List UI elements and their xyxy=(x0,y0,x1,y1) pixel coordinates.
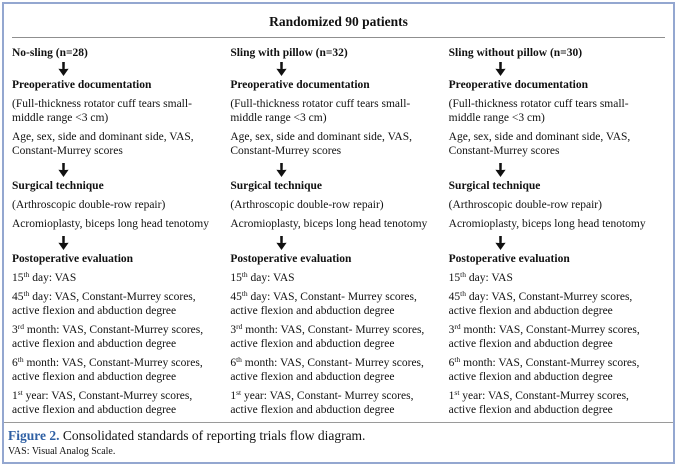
caption-divider xyxy=(4,422,673,423)
eval-item: 1st year: VAS, Constant-Murrey scores, a… xyxy=(12,388,193,416)
eval-item: 45th day: VAS, Constant-Murrey scores, a… xyxy=(448,289,633,317)
eval-item: 1st year: VAS, Constant- Murrey scores, … xyxy=(230,388,414,416)
eval-item: 6th month: VAS, Constant-Murrey scores, … xyxy=(12,355,203,383)
figure-footnote: VAS: Visual Analog Scale. xyxy=(8,446,116,457)
diagram-columns: No-sling (n=28) Preoperative documentati… xyxy=(10,38,667,422)
eval-item: 45th day: VAS, Constant- Murrey scores, … xyxy=(230,289,417,317)
down-arrow-icon xyxy=(495,236,657,250)
column-sling-with-pillow: Sling with pillow (n=32) Preoperative do… xyxy=(230,44,448,422)
down-arrow-icon xyxy=(58,163,220,177)
surgical-procedures: Acromioplasty, biceps long head tenotomy xyxy=(230,218,428,230)
down-arrow-icon xyxy=(276,236,438,250)
eval-item: 15th day: VAS xyxy=(230,270,295,284)
surgical-heading: Surgical technique xyxy=(230,180,323,192)
surgical-detail: (Arthroscopic double-row repair) xyxy=(230,199,384,211)
column-header: Sling with pillow (n=32) xyxy=(230,47,348,59)
preop-criteria: (Full-thickness rotator cuff tears small… xyxy=(12,98,192,124)
eval-item: 6th month: VAS, Constant- Murrey scores,… xyxy=(230,355,424,383)
eval-item: 1st year: VAS, Constant-Murrey scores, a… xyxy=(448,388,629,416)
column-header: Sling without pillow (n=30) xyxy=(448,47,583,59)
eval-item: 3rd month: VAS, Constant- Murrey scores,… xyxy=(230,322,425,350)
down-arrow-icon xyxy=(58,236,220,250)
preop-measures: Age, sex, side and dominant side, VAS, C… xyxy=(448,131,631,157)
figure-caption: Figure 2. Consolidated standards of repo… xyxy=(4,423,673,444)
down-arrow-icon xyxy=(495,62,657,76)
postop-heading: Postoperative evaluation xyxy=(448,253,570,265)
eval-item: 15th day: VAS xyxy=(12,270,77,284)
postop-heading: Postoperative evaluation xyxy=(230,253,352,265)
preop-criteria: (Full-thickness rotator cuff tears small… xyxy=(230,98,411,124)
preop-heading: Preoperative documentation xyxy=(12,79,152,91)
down-arrow-icon xyxy=(495,163,657,177)
column-header: No-sling (n=28) xyxy=(12,47,88,59)
down-arrow-icon xyxy=(276,62,438,76)
preop-heading: Preoperative documentation xyxy=(230,79,370,91)
figure-label: Figure 2. xyxy=(8,428,60,443)
column-no-sling: No-sling (n=28) Preoperative documentati… xyxy=(12,44,230,422)
postop-heading: Postoperative evaluation xyxy=(12,253,134,265)
diagram-title: Randomized 90 patients xyxy=(269,14,408,29)
surgical-procedures: Acromioplasty, biceps long head tenotomy xyxy=(448,218,646,230)
surgical-detail: (Arthroscopic double-row repair) xyxy=(448,199,602,211)
title-divider xyxy=(12,37,665,38)
surgical-heading: Surgical technique xyxy=(12,180,104,192)
surgical-heading: Surgical technique xyxy=(448,180,541,192)
down-arrow-icon xyxy=(276,163,438,177)
caption-text: Consolidated standards of reporting tria… xyxy=(59,428,366,443)
column-sling-without-pillow: Sling without pillow (n=30) Preoperative… xyxy=(449,44,667,422)
preop-criteria: (Full-thickness rotator cuff tears small… xyxy=(448,98,629,124)
eval-item: 6th month: VAS, Constant-Murrey scores, … xyxy=(448,355,640,383)
eval-item: 3rd month: VAS, Constant-Murrey scores, … xyxy=(12,322,204,350)
eval-item: 3rd month: VAS, Constant-Murrey scores, … xyxy=(448,322,640,350)
preop-measures: Age, sex, side and dominant side, VAS, C… xyxy=(12,131,194,157)
eval-item: 45th day: VAS, Constant-Murrey scores, a… xyxy=(12,289,196,317)
down-arrow-icon xyxy=(58,62,220,76)
surgical-detail: (Arthroscopic double-row repair) xyxy=(12,199,166,211)
surgical-procedures: Acromioplasty, biceps long head tenotomy xyxy=(12,218,209,230)
preop-measures: Age, sex, side and dominant side, VAS, C… xyxy=(230,131,412,157)
preop-heading: Preoperative documentation xyxy=(448,79,589,91)
consort-flow-diagram: Randomized 90 patients No-sling (n=28) P… xyxy=(4,4,673,422)
eval-item: 15th day: VAS xyxy=(448,270,513,284)
